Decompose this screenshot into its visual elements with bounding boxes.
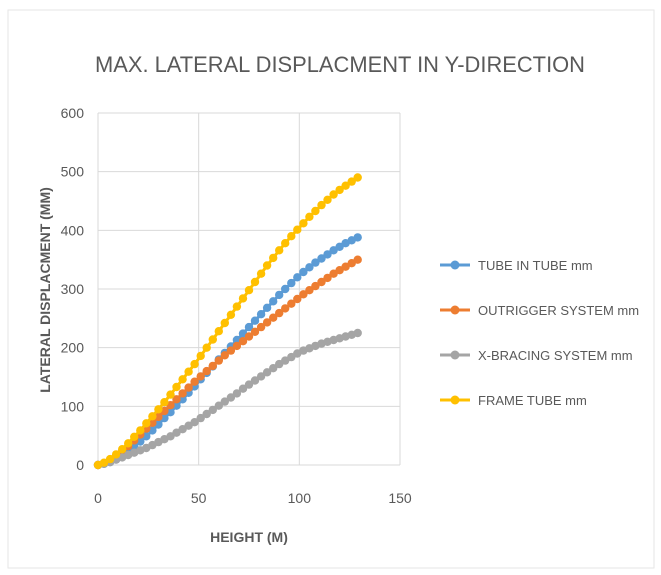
x-tick-label: 0 xyxy=(94,490,102,506)
data-point xyxy=(257,270,265,278)
data-point xyxy=(263,304,271,312)
data-point xyxy=(124,439,132,447)
data-point xyxy=(311,207,319,215)
data-point xyxy=(166,390,174,398)
data-point xyxy=(197,352,205,360)
x-tick-label: 50 xyxy=(191,490,207,506)
data-point xyxy=(251,278,259,286)
data-point xyxy=(239,294,247,302)
data-point xyxy=(251,317,259,325)
data-point xyxy=(154,405,162,413)
data-point xyxy=(190,360,198,368)
data-point xyxy=(275,246,283,254)
legend-swatch-marker xyxy=(451,261,460,270)
x-tick-label: 150 xyxy=(388,490,412,506)
data-point xyxy=(275,291,283,299)
data-point xyxy=(299,219,307,227)
legend-label: TUBE IN TUBE mm xyxy=(478,258,593,273)
data-point xyxy=(354,173,362,181)
data-point xyxy=(148,412,156,420)
data-point xyxy=(209,335,217,343)
data-point xyxy=(118,445,126,453)
x-tick-label: 100 xyxy=(288,490,312,506)
data-point xyxy=(281,239,289,247)
data-point xyxy=(287,232,295,240)
legend-label: OUTRIGGER SYSTEM mm xyxy=(478,303,639,318)
y-tick-label: 100 xyxy=(61,398,85,414)
legend-swatch-marker xyxy=(451,306,460,315)
data-point xyxy=(354,329,362,337)
data-point xyxy=(354,256,362,264)
y-tick-label: 300 xyxy=(61,281,85,297)
data-point xyxy=(215,327,223,335)
legend-label: X-BRACING SYSTEM mm xyxy=(478,348,633,363)
chart-title: MAX. LATERAL DISPLACMENT IN Y-DIRECTION xyxy=(95,52,585,77)
data-point xyxy=(227,311,235,319)
data-point xyxy=(221,319,229,327)
data-point xyxy=(160,398,168,406)
legend-swatch-marker xyxy=(451,351,460,360)
y-tick-label: 400 xyxy=(61,222,85,238)
y-tick-label: 500 xyxy=(61,164,85,180)
data-point xyxy=(293,226,301,234)
data-point xyxy=(203,344,211,352)
data-point xyxy=(245,286,253,294)
data-point xyxy=(184,368,192,376)
data-point xyxy=(281,285,289,293)
y-axis-title: LATERAL DISPLACMENT (MM) xyxy=(37,187,53,393)
y-tick-label: 0 xyxy=(76,457,84,473)
y-tick-label: 200 xyxy=(61,340,85,356)
data-point xyxy=(354,233,362,241)
x-axis-title: HEIGHT (M) xyxy=(210,529,288,545)
y-tick-label: 600 xyxy=(61,105,85,121)
legend-swatch-marker xyxy=(451,396,460,405)
data-point xyxy=(269,254,277,262)
data-point xyxy=(178,375,186,383)
data-point xyxy=(269,297,277,305)
data-point xyxy=(263,261,271,269)
data-point xyxy=(257,310,265,318)
legend-label: FRAME TUBE mm xyxy=(478,393,587,408)
data-point xyxy=(136,426,144,434)
data-point xyxy=(142,419,150,427)
data-point xyxy=(184,383,192,391)
data-point xyxy=(130,433,138,441)
data-point xyxy=(172,383,180,391)
data-point xyxy=(233,302,241,310)
